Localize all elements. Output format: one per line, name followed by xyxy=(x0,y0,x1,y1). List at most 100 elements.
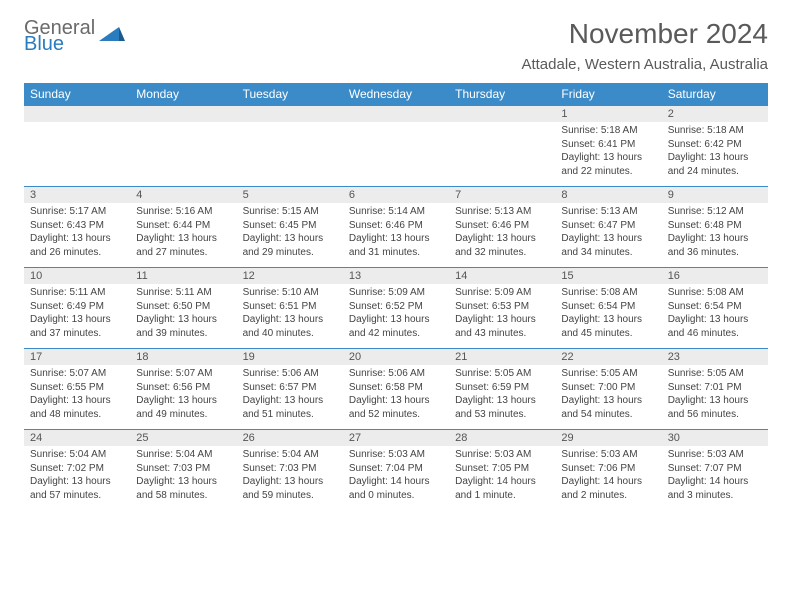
day-number-cell: 17 xyxy=(24,349,130,366)
detail-row: Sunrise: 5:17 AMSunset: 6:43 PM Daylight:… xyxy=(24,203,768,268)
sunrise-text: Sunrise: 5:03 AM xyxy=(455,448,549,462)
day-detail-cell: Sunrise: 5:03 AMSunset: 7:07 PMDaylight:… xyxy=(662,446,768,510)
day-detail-cell: Sunrise: 5:11 AMSunset: 6:50 PMDaylight:… xyxy=(130,284,236,349)
calendar-table: Sunday Monday Tuesday Wednesday Thursday… xyxy=(24,83,768,510)
day-number-cell: 14 xyxy=(449,268,555,285)
sunrise-text: Sunrise: 5:07 AM xyxy=(136,367,230,381)
weekday-header: Tuesday xyxy=(237,83,343,106)
sunrise-text: Sunrise: 5:03 AM xyxy=(561,448,655,462)
sunset-text: Sunset: 6:43 PM xyxy=(30,219,124,233)
sunrise-text: Sunrise: 5:05 AM xyxy=(668,367,762,381)
sunrise-text: Sunrise: 5:10 AM xyxy=(243,286,337,300)
weekday-header: Friday xyxy=(555,83,661,106)
day-number: 5 xyxy=(237,187,343,203)
sunset-text: Sunset: 6:50 PM xyxy=(136,300,230,314)
daylight-text: Daylight: 13 hours and 32 minutes. xyxy=(455,232,549,259)
day-number xyxy=(24,106,130,122)
detail-row: Sunrise: 5:11 AMSunset: 6:49 PMDaylight:… xyxy=(24,284,768,349)
daylight-text: Daylight: 13 hours and 53 minutes. xyxy=(455,394,549,421)
sunrise-text: Sunrise: 5:09 AM xyxy=(349,286,443,300)
day-detail-cell: Sunrise: 5:04 AMSunset: 7:03 PMDaylight:… xyxy=(130,446,236,510)
daylight-text: Daylight: 13 hours and 22 minutes. xyxy=(561,151,655,178)
brand-logo: General Blue xyxy=(24,18,125,54)
weekday-header-row: Sunday Monday Tuesday Wednesday Thursday… xyxy=(24,83,768,106)
day-number-cell: 23 xyxy=(662,349,768,366)
day-number-cell: 7 xyxy=(449,187,555,204)
day-number-cell: 4 xyxy=(130,187,236,204)
day-detail-cell: Sunrise: 5:04 AMSunset: 7:03 PMDaylight:… xyxy=(237,446,343,510)
day-number xyxy=(130,106,236,122)
day-number: 6 xyxy=(343,187,449,203)
sunset-text: Sunset: 7:05 PM xyxy=(455,462,549,476)
day-number: 20 xyxy=(343,349,449,365)
sunset-text: Sunset: 6:51 PM xyxy=(243,300,337,314)
day-number-cell: 18 xyxy=(130,349,236,366)
sunset-text: Sunset: 6:58 PM xyxy=(349,381,443,395)
weekday-header: Saturday xyxy=(662,83,768,106)
daynum-row: 3456789 xyxy=(24,187,768,204)
sunrise-text: Sunrise: 5:04 AM xyxy=(243,448,337,462)
day-number: 27 xyxy=(343,430,449,446)
weekday-header: Monday xyxy=(130,83,236,106)
month-title: November 2024 xyxy=(521,18,768,50)
sunset-text: Sunset: 6:56 PM xyxy=(136,381,230,395)
day-number-cell xyxy=(343,106,449,123)
sunset-text: Sunset: 6:46 PM xyxy=(455,219,549,233)
day-number-cell: 12 xyxy=(237,268,343,285)
day-detail-cell xyxy=(24,122,130,187)
sunrise-text: Sunrise: 5:05 AM xyxy=(455,367,549,381)
day-detail-cell: Sunrise: 5:09 AMSunset: 6:52 PMDaylight:… xyxy=(343,284,449,349)
day-number: 9 xyxy=(662,187,768,203)
day-detail-cell: Sunrise: 5:09 AMSunset: 6:53 PMDaylight:… xyxy=(449,284,555,349)
day-number: 2 xyxy=(662,106,768,122)
sunrise-text: Sunrise: 5:17 AM xyxy=(30,205,124,219)
detail-row: Sunrise: 5:07 AMSunset: 6:55 PMDaylight:… xyxy=(24,365,768,430)
day-number: 7 xyxy=(449,187,555,203)
sunrise-text: Sunrise: 5:11 AM xyxy=(30,286,124,300)
sunset-text: Sunset: 7:02 PM xyxy=(30,462,124,476)
day-number xyxy=(237,106,343,122)
calendar-body: 12Sunrise: 5:18 AMSunset: 6:41 PMDayligh… xyxy=(24,106,768,511)
daynum-row: 24252627282930 xyxy=(24,430,768,447)
day-number: 23 xyxy=(662,349,768,365)
sunrise-text: Sunrise: 5:07 AM xyxy=(30,367,124,381)
daylight-text: Daylight: 13 hours and 29 minutes. xyxy=(243,232,337,259)
day-number-cell: 8 xyxy=(555,187,661,204)
day-detail-cell: Sunrise: 5:15 AMSunset: 6:45 PMDaylight:… xyxy=(237,203,343,268)
day-detail-cell xyxy=(449,122,555,187)
daylight-text: Daylight: 13 hours and 31 minutes. xyxy=(349,232,443,259)
sunset-text: Sunset: 7:01 PM xyxy=(668,381,762,395)
sunrise-text: Sunrise: 5:04 AM xyxy=(30,448,124,462)
sunrise-text: Sunrise: 5:08 AM xyxy=(561,286,655,300)
day-number: 24 xyxy=(24,430,130,446)
sunrise-text: Sunrise: 5:03 AM xyxy=(668,448,762,462)
detail-row: Sunrise: 5:18 AMSunset: 6:41 PMDaylight:… xyxy=(24,122,768,187)
sunset-text: Sunset: 7:07 PM xyxy=(668,462,762,476)
sunrise-text: Sunrise: 5:12 AM xyxy=(668,205,762,219)
sunrise-text: Sunrise: 5:08 AM xyxy=(668,286,762,300)
sunset-text: Sunset: 6:44 PM xyxy=(136,219,230,233)
day-number: 12 xyxy=(237,268,343,284)
day-number: 29 xyxy=(555,430,661,446)
day-number-cell: 20 xyxy=(343,349,449,366)
day-number-cell: 11 xyxy=(130,268,236,285)
detail-row: Sunrise: 5:04 AMSunset: 7:02 PMDaylight:… xyxy=(24,446,768,510)
day-number: 3 xyxy=(24,187,130,203)
daylight-text: Daylight: 13 hours and 27 minutes. xyxy=(136,232,230,259)
day-detail-cell xyxy=(237,122,343,187)
day-number: 13 xyxy=(343,268,449,284)
daylight-text: Daylight: 13 hours and 39 minutes. xyxy=(136,313,230,340)
sunset-text: Sunset: 6:41 PM xyxy=(561,138,655,152)
daynum-row: 12 xyxy=(24,106,768,123)
day-detail-cell: Sunrise: 5:06 AMSunset: 6:58 PMDaylight:… xyxy=(343,365,449,430)
day-number: 17 xyxy=(24,349,130,365)
day-number-cell xyxy=(130,106,236,123)
sunrise-text: Sunrise: 5:09 AM xyxy=(455,286,549,300)
day-detail-cell: Sunrise: 5:13 AMSunset: 6:46 PMDaylight:… xyxy=(449,203,555,268)
sunrise-text: Sunrise: 5:04 AM xyxy=(136,448,230,462)
day-number: 19 xyxy=(237,349,343,365)
daylight-text: Daylight: 14 hours and 2 minutes. xyxy=(561,475,655,502)
day-number-cell: 27 xyxy=(343,430,449,447)
daylight-text: Daylight: 13 hours and 46 minutes. xyxy=(668,313,762,340)
day-detail-cell: Sunrise: 5:03 AMSunset: 7:04 PMDaylight:… xyxy=(343,446,449,510)
